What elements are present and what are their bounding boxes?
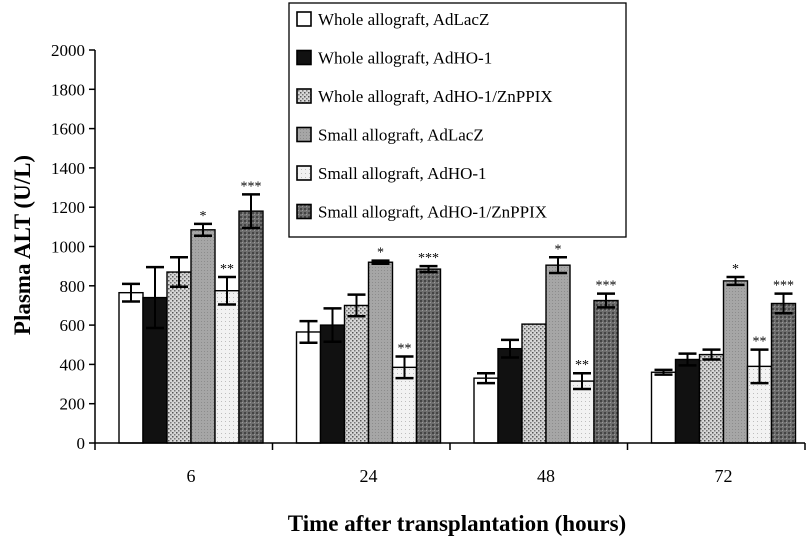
bar bbox=[569, 380, 595, 444]
bar bbox=[722, 280, 749, 444]
legend-label: Whole allograft, AdHO-1/ZnPPIX bbox=[318, 87, 553, 106]
bar bbox=[770, 302, 797, 444]
axes: 0 200 400 600 800 1000 1200 1400 1600 1800 2000 6 24… bbox=[51, 41, 806, 486]
significance-label: *** bbox=[773, 279, 794, 294]
y-tick-label: 600 bbox=[60, 316, 86, 335]
y-tick-label: 1400 bbox=[51, 159, 85, 178]
y-tick-label: 1600 bbox=[51, 120, 85, 139]
x-tick-label: 72 bbox=[715, 466, 733, 486]
significance-label: ** bbox=[753, 335, 767, 350]
bar bbox=[190, 229, 216, 444]
legend-frame bbox=[288, 2, 627, 238]
legend-swatch bbox=[296, 11, 312, 27]
legend-swatch bbox=[296, 203, 312, 220]
bar bbox=[214, 290, 240, 444]
legend-swatch bbox=[296, 126, 312, 143]
y-tick-label: 1800 bbox=[51, 80, 85, 99]
significance-label: ** bbox=[575, 358, 589, 373]
bar bbox=[473, 377, 499, 444]
x-tick-label: 6 bbox=[187, 466, 196, 486]
y-tick-label: 2000 bbox=[51, 41, 85, 60]
bar bbox=[238, 210, 264, 444]
bar bbox=[674, 358, 701, 444]
legend-label: Whole allograft, AdLacZ bbox=[318, 10, 489, 29]
significance-label: * bbox=[555, 242, 562, 257]
significance-label: ** bbox=[398, 342, 412, 357]
bar bbox=[497, 347, 523, 444]
legend-label: Small allograft, AdHO-1 bbox=[318, 164, 487, 183]
y-tick-label: 800 bbox=[60, 277, 86, 296]
plot-area: ************************ bbox=[118, 179, 797, 444]
bar bbox=[319, 324, 346, 444]
bar bbox=[166, 271, 192, 444]
significance-label: ** bbox=[220, 262, 234, 277]
bar bbox=[343, 304, 370, 444]
bar bbox=[391, 366, 418, 444]
legend-label: Small allograft, AdLacZ bbox=[318, 126, 484, 145]
y-tick-label: 0 bbox=[77, 434, 86, 453]
bar bbox=[118, 291, 144, 444]
legend-swatch bbox=[296, 165, 312, 181]
significance-label: * bbox=[732, 262, 739, 277]
y-axis-title: Plasma ALT (U/L) bbox=[10, 155, 35, 335]
y-tick-label: 1000 bbox=[51, 238, 85, 257]
significance-label: *** bbox=[418, 251, 439, 266]
significance-label: * bbox=[377, 246, 384, 261]
x-tick-label: 48 bbox=[537, 466, 555, 486]
y-tick-label: 200 bbox=[60, 395, 86, 414]
x-axis-title: Time after transplantation (hours) bbox=[288, 511, 626, 536]
bar bbox=[698, 353, 725, 444]
bar bbox=[415, 268, 442, 444]
bar bbox=[367, 261, 394, 444]
significance-label: *** bbox=[241, 179, 262, 194]
legend-label: Whole allograft, AdHO-1 bbox=[318, 49, 492, 68]
legend-swatch bbox=[296, 49, 312, 66]
significance-label: *** bbox=[596, 279, 617, 294]
bar bbox=[295, 331, 322, 444]
bar bbox=[545, 264, 571, 444]
y-tick-label: 1200 bbox=[51, 198, 85, 217]
x-tick-label: 24 bbox=[360, 466, 378, 486]
legend-swatch bbox=[296, 88, 312, 104]
bar bbox=[650, 371, 677, 444]
y-tick-label: 400 bbox=[60, 355, 86, 374]
significance-label: * bbox=[200, 209, 207, 224]
bar bbox=[593, 299, 619, 444]
legend: Whole allograft, AdLacZ Whole allograft, … bbox=[288, 2, 627, 238]
legend-label: Small allograft, AdHO-1/ZnPPIX bbox=[318, 203, 547, 222]
bar bbox=[521, 323, 547, 444]
